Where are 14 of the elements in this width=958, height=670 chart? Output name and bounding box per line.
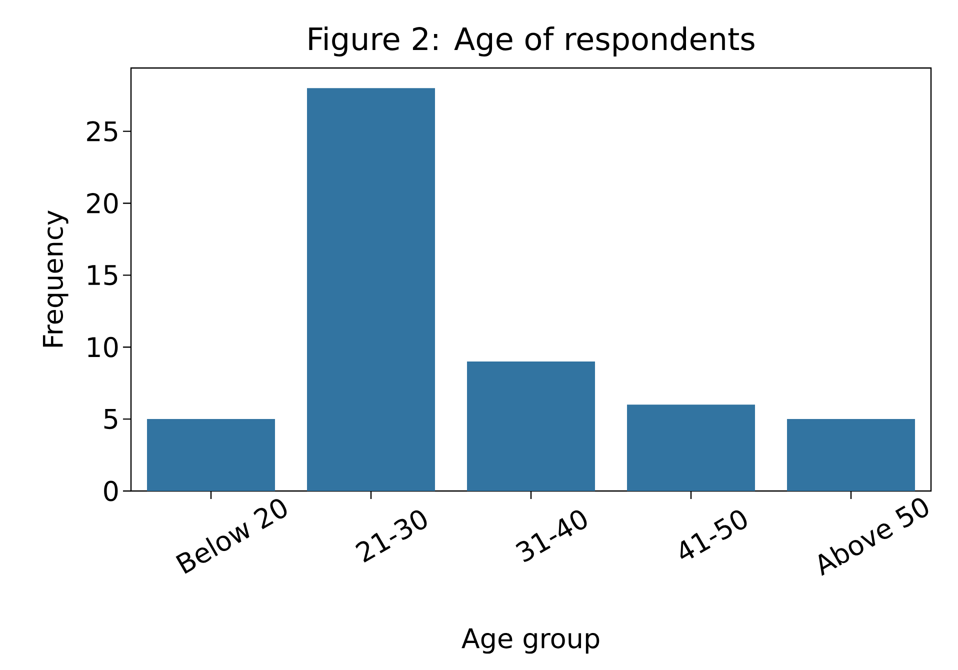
bar bbox=[627, 404, 756, 491]
y-tick-label: 20 bbox=[87, 193, 118, 214]
bar bbox=[787, 419, 916, 491]
y-tick-label: 15 bbox=[88, 265, 118, 286]
y-tick-label: 25 bbox=[87, 121, 118, 142]
x-axis-title: Age group bbox=[462, 628, 600, 654]
y-tick-label: 0 bbox=[104, 480, 118, 502]
bar bbox=[467, 362, 596, 491]
y-axis-title: Frequency bbox=[42, 210, 68, 347]
y-tick-label: 5 bbox=[104, 409, 118, 430]
chart-title: Figure 2: Age of respondents bbox=[309, 26, 754, 57]
bar bbox=[147, 419, 275, 491]
y-tick-label: 10 bbox=[88, 336, 118, 358]
bar bbox=[307, 88, 435, 491]
